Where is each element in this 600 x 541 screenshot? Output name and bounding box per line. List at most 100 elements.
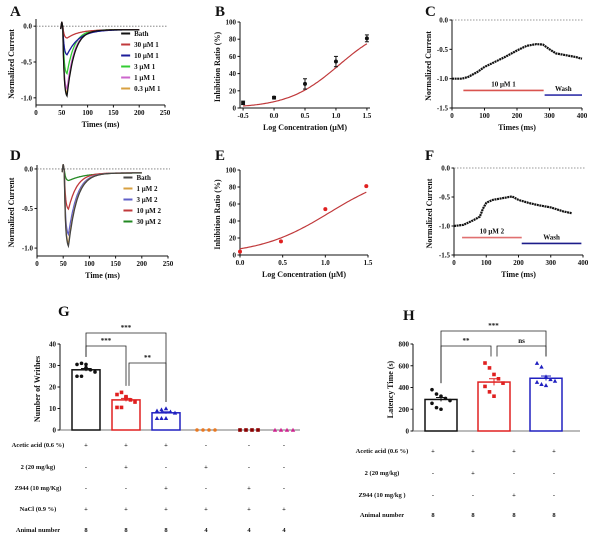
condition-cell: +	[247, 485, 251, 492]
legend-label: 0.3 μM 1	[134, 85, 161, 93]
panel-letter: B	[215, 4, 225, 20]
data-point	[154, 408, 160, 413]
data-point	[124, 395, 128, 400]
data-point	[75, 374, 79, 379]
y-tick-label: 40	[49, 341, 57, 349]
y-tick-label: -0.5	[437, 46, 449, 54]
y-tick-label: 0	[406, 428, 410, 436]
data-point	[548, 377, 553, 382]
condition-row-label: Z944 (10 mg/Kg)	[15, 485, 62, 492]
data-point	[241, 100, 246, 105]
y-tick-label: -1.0	[22, 245, 34, 253]
data-point	[439, 407, 443, 412]
legend-label: Bath	[134, 30, 149, 38]
data-point	[159, 415, 164, 420]
data-point	[487, 366, 492, 370]
data-point	[128, 398, 133, 402]
condition-cell: +	[512, 492, 516, 499]
application-label: 10 μM 2	[480, 228, 505, 236]
condition-cell: -	[472, 492, 474, 499]
data-point	[195, 428, 199, 432]
condition-cell: -	[205, 485, 207, 492]
x-tick-label: 0	[35, 260, 39, 268]
x-tick-label: 100	[481, 259, 492, 267]
data-point	[163, 415, 169, 420]
significance-label: ***	[121, 324, 132, 332]
data-point	[434, 405, 439, 410]
y-axis-label: Normalized Current	[425, 178, 434, 248]
y-tick-label: 40	[229, 70, 237, 78]
y-axis-label: Normalized Current	[7, 177, 16, 247]
condition-cell: -	[165, 464, 167, 471]
condition-cell: -	[205, 442, 207, 449]
condition-cell: 8	[164, 527, 168, 534]
condition-cell: 8	[552, 512, 556, 519]
application-label: 10 μM 1	[491, 80, 516, 88]
x-tick-label: 0	[34, 109, 38, 117]
y-tick-label: 0	[233, 252, 237, 260]
condition-cell: -	[553, 492, 555, 499]
condition-cell: +	[84, 442, 88, 449]
y-tick-label: -0.5	[21, 59, 33, 67]
condition-cell: +	[164, 485, 168, 492]
data-point	[207, 428, 211, 432]
data-point	[168, 409, 173, 414]
data-point	[534, 379, 540, 384]
data-point	[448, 398, 452, 403]
data-point	[439, 394, 443, 399]
condition-cell: +	[471, 448, 475, 455]
y-tick-label: 200	[399, 406, 410, 414]
significance-label: **	[144, 354, 152, 362]
x-tick-label: 0.0	[236, 259, 245, 267]
x-tick-label: 150	[110, 260, 121, 268]
data-point	[539, 364, 544, 369]
panel-letter: A	[10, 4, 21, 20]
data-point	[434, 392, 439, 396]
data-point	[163, 406, 169, 411]
significance-bracket	[85, 345, 127, 386]
panel-letter: G	[58, 304, 70, 320]
y-tick-label: 0	[233, 105, 237, 113]
x-tick-label: 200	[512, 112, 523, 120]
condition-cell: -	[553, 470, 555, 477]
data-point	[115, 392, 119, 397]
data-point	[487, 390, 492, 394]
legend-label: Bath	[136, 174, 151, 182]
condition-cell: -	[248, 442, 250, 449]
legend-label: 1 μM 1	[134, 74, 156, 82]
data-point	[333, 59, 338, 64]
data-point	[534, 360, 540, 365]
condition-cell: +	[124, 464, 128, 471]
y-tick-label: 0.0	[439, 17, 448, 25]
application-label: Wash	[555, 85, 572, 93]
condition-cell: -	[85, 464, 87, 471]
data-point	[364, 184, 369, 189]
x-tick-label: 150	[108, 109, 119, 117]
y-tick-label: 100	[226, 167, 237, 175]
condition-row-label: Acetic acid (0.6 %)	[12, 442, 65, 449]
panel-a: A 0 50 100 150 200 250 0.0 -0.5 -1.0 Times (ms) Nor…	[7, 4, 171, 129]
condition-cell: +	[282, 506, 286, 513]
condition-cell: +	[247, 506, 251, 513]
data-point	[543, 374, 549, 379]
condition-cell: 8	[471, 512, 475, 519]
data-point	[250, 428, 254, 432]
y-tick-label: 400	[399, 384, 410, 392]
data-point	[364, 36, 369, 41]
y-tick-label: 0.0	[441, 165, 450, 173]
condition-cell: 4	[204, 527, 208, 534]
y-tick-label: 10	[49, 405, 57, 413]
data-point	[256, 428, 260, 432]
data-point	[430, 401, 434, 406]
data-point	[154, 415, 160, 420]
x-tick-label: 200	[137, 260, 148, 268]
data-point	[430, 387, 434, 392]
y-axis-label: Normalized Current	[7, 29, 16, 99]
condition-row-label: Acetic acid (0.6 %)	[356, 448, 409, 455]
x-tick-label: 250	[163, 260, 174, 268]
data-point	[244, 428, 248, 432]
panel-letter: E	[215, 148, 225, 164]
condition-cell: 4	[282, 527, 286, 534]
bar	[71, 369, 101, 431]
